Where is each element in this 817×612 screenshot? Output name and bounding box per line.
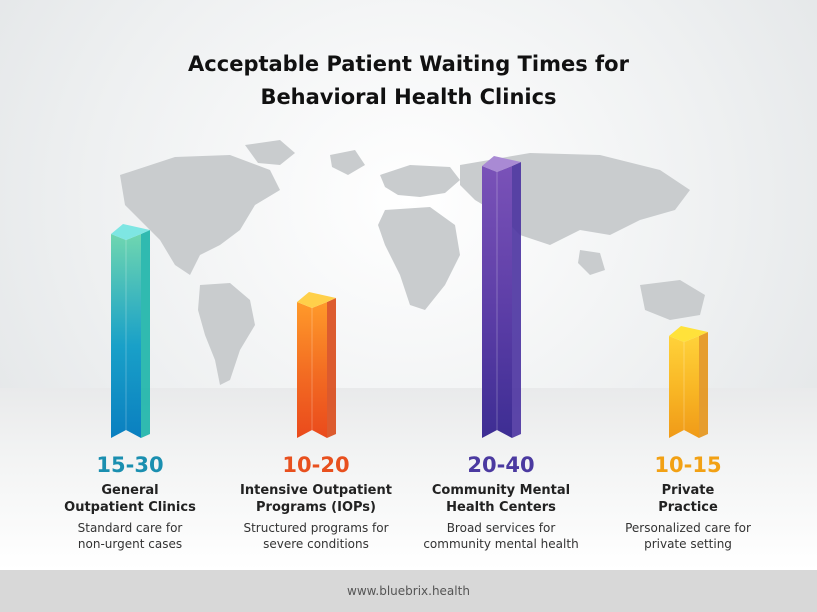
category-description-3: Broad services for community mental healt… (411, 520, 591, 552)
bar-front-4 (669, 336, 699, 438)
category-description-line: non-urgent cases (77, 537, 183, 551)
category-description-line: Personalized care for (625, 521, 751, 535)
bar-side-1 (141, 230, 150, 438)
bar-front-2 (297, 302, 327, 438)
bar-cap-3 (482, 156, 521, 172)
chart-title: Acceptable Patient Waiting Times for Beh… (0, 48, 817, 114)
data-label-4: 10-15 (654, 453, 722, 477)
category-label-line: Community Mental (431, 483, 571, 498)
category-label-1: General Outpatient Clinics (40, 482, 220, 516)
chart-title-line-1: Acceptable Patient Waiting Times for (188, 52, 629, 76)
bar-side-2 (327, 298, 336, 438)
category-description-line: Standard care for (77, 521, 183, 535)
category-label-3: Community Mental Health Centers (411, 482, 591, 516)
category-description-line: community mental health (423, 537, 579, 551)
chart-title-line-2: Behavioral Health Clinics (260, 85, 557, 109)
category-label-line: General (101, 483, 159, 498)
category-description-line: private setting (644, 537, 732, 551)
category-label-group-4: 10-15 Private Practice Personalized care fo… (598, 452, 778, 552)
bar-front-1 (111, 234, 141, 438)
category-description-line: severe conditions (263, 537, 369, 551)
category-label-line: Health Centers (446, 500, 556, 515)
category-description-1: Standard care for non-urgent cases (40, 520, 220, 552)
category-label-line: Programs (IOPs) (256, 500, 376, 515)
bar-front-3 (482, 166, 512, 438)
category-label-group-1: 15-30 General Outpatient Clinics Standard c… (40, 452, 220, 552)
data-label-2: 10-20 (282, 453, 350, 477)
category-description-line: Broad services for (446, 521, 556, 535)
bar-side-4 (699, 332, 708, 438)
bar-4 (669, 326, 708, 438)
bar-3 (482, 156, 521, 438)
data-label-3: 20-40 (467, 453, 535, 477)
category-label-group-3: 20-40 Community Mental Health Centers Broad… (411, 452, 591, 552)
category-description-2: Structured programs for severe conditions (226, 520, 406, 552)
bar-cap-4 (669, 326, 708, 342)
category-label-line: Private (661, 483, 715, 498)
category-label-2: Intensive Outpatient Programs (IOPs) (226, 482, 406, 516)
category-label-4: Private Practice (598, 482, 778, 516)
bar-cap-2 (297, 292, 336, 308)
category-label-line: Outpatient Clinics (64, 500, 196, 515)
data-label-1: 15-30 (96, 453, 164, 477)
category-description-line: Structured programs for (243, 521, 389, 535)
category-label-line: Intensive Outpatient (240, 483, 392, 498)
bar-chart (111, 156, 708, 438)
bar-cap-1 (111, 224, 150, 240)
category-label-group-2: 10-20 Intensive Outpatient Programs (IOPs)… (226, 452, 406, 552)
category-label-line: Practice (658, 500, 718, 515)
footer-url[interactable]: www.bluebrix.health (0, 570, 817, 612)
bar-2 (297, 292, 336, 438)
category-description-4: Personalized care for private setting (598, 520, 778, 552)
bar-side-3 (512, 162, 521, 438)
bar-1 (111, 224, 150, 438)
